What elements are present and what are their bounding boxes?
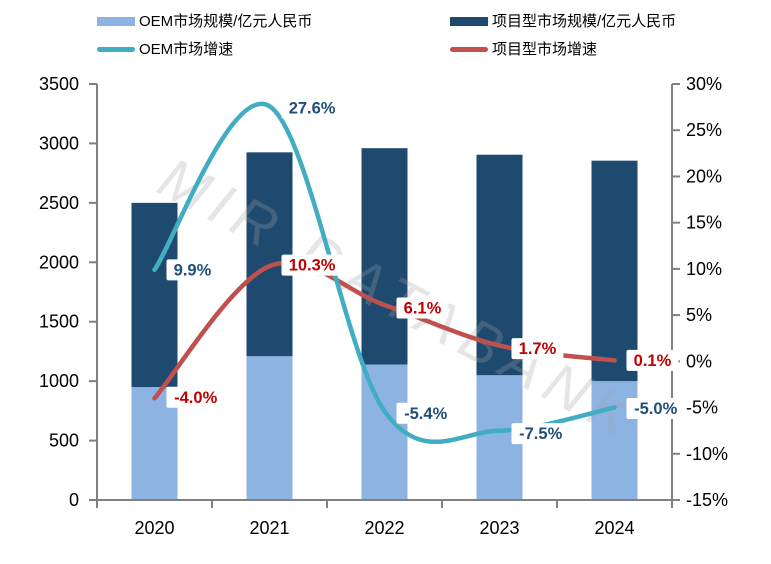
data-labels-group: 9.9% 27.6% -5.4% -7.5% -5.0% -4.0% 10.3% 6.1% 1.… xyxy=(166,97,685,445)
bars-group xyxy=(131,148,638,500)
legend-label-oem-line: OEM市场增速 xyxy=(139,41,234,58)
data-label-bg xyxy=(511,423,570,445)
data-label: -4.0% xyxy=(174,389,217,407)
right-axis-tick-label: -10% xyxy=(686,444,728,464)
legend-item-project-line: 项目型市场增速 xyxy=(450,41,597,58)
right-axis-tick-label: 20% xyxy=(686,166,722,186)
oem-bar-swatch xyxy=(97,17,135,26)
right-axis-tick-label: 5% xyxy=(686,305,712,325)
growth-line xyxy=(152,101,617,445)
legend-label-project-line: 项目型市场增速 xyxy=(492,41,598,58)
right-axis-tick-label: 30% xyxy=(686,74,722,94)
project-bar-swatch xyxy=(450,17,488,26)
left-axis-tick-label: 3500 xyxy=(39,74,79,94)
left-axis-tick-label: 500 xyxy=(49,431,79,451)
left-axis-tick-label: 2500 xyxy=(39,193,79,213)
right-axis-tick-label: 15% xyxy=(686,213,722,233)
right-axis-tick-label: 25% xyxy=(686,120,722,140)
data-label: -5.0% xyxy=(634,400,677,418)
data-label-bg xyxy=(626,349,679,371)
legend-item-oem-bar: OEM市场规模/亿元人民币 xyxy=(97,13,312,30)
data-label-bg xyxy=(166,259,219,281)
data-label-bg xyxy=(281,254,343,276)
data-label: -7.5% xyxy=(519,425,562,443)
bar-project-2024 xyxy=(591,160,638,382)
data-label: 27.6% xyxy=(289,100,336,118)
x-axis-label-2024: 2024 xyxy=(594,518,634,538)
bar-project-2022 xyxy=(361,148,408,365)
right-axis-tick-label: -5% xyxy=(686,398,718,418)
x-axis-label-2020: 2020 xyxy=(134,518,174,538)
data-label: 10.3% xyxy=(289,257,336,275)
data-label-bg xyxy=(511,338,564,360)
x-axis-label-2023: 2023 xyxy=(479,518,519,538)
axes-group: 0 500 1000 1500 2000 2500 3000 3500 -15% -10% -5% 0… xyxy=(39,74,728,538)
bar-oem-2022 xyxy=(361,364,408,500)
data-label-bg xyxy=(396,297,449,319)
legend-item-oem-line: OEM市场增速 xyxy=(97,41,233,58)
left-axis-tick-label: 1500 xyxy=(39,312,79,332)
data-label: 9.9% xyxy=(174,261,212,279)
left-axis-tick-label: 2000 xyxy=(39,252,79,272)
bar-project-2021 xyxy=(246,152,293,357)
bar-project-2020 xyxy=(131,202,178,388)
left-axis-tick-label: 3000 xyxy=(39,133,79,153)
data-label-bg xyxy=(281,97,343,119)
oem-line-swatch xyxy=(97,47,135,52)
data-label-bg xyxy=(626,398,685,420)
data-label: 0.1% xyxy=(634,352,672,370)
right-axis-tick-label: 10% xyxy=(686,259,722,279)
data-label: -5.4% xyxy=(404,405,447,423)
x-axis-label-2022: 2022 xyxy=(364,518,404,538)
right-axis-tick-label: 0% xyxy=(686,351,712,371)
left-axis-tick-label: 1000 xyxy=(39,371,79,391)
data-label: 1.7% xyxy=(519,340,557,358)
right-axis-tick-label: -15% xyxy=(686,490,728,510)
data-label-bg xyxy=(166,386,225,408)
x-axis-label-2021: 2021 xyxy=(249,518,289,538)
data-label: 6.1% xyxy=(404,299,442,317)
project-line-swatch xyxy=(450,47,488,52)
left-axis-tick-label: 0 xyxy=(69,490,79,510)
bar-oem-2021 xyxy=(246,356,293,500)
legend-label-oem-bar: OEM市场规模/亿元人民币 xyxy=(139,13,313,30)
legend-label-project-bar: 项目型市场规模/亿元人民币 xyxy=(492,13,677,30)
legend-item-project-bar: 项目型市场规模/亿元人民币 xyxy=(450,13,676,30)
data-label-bg xyxy=(396,402,455,424)
